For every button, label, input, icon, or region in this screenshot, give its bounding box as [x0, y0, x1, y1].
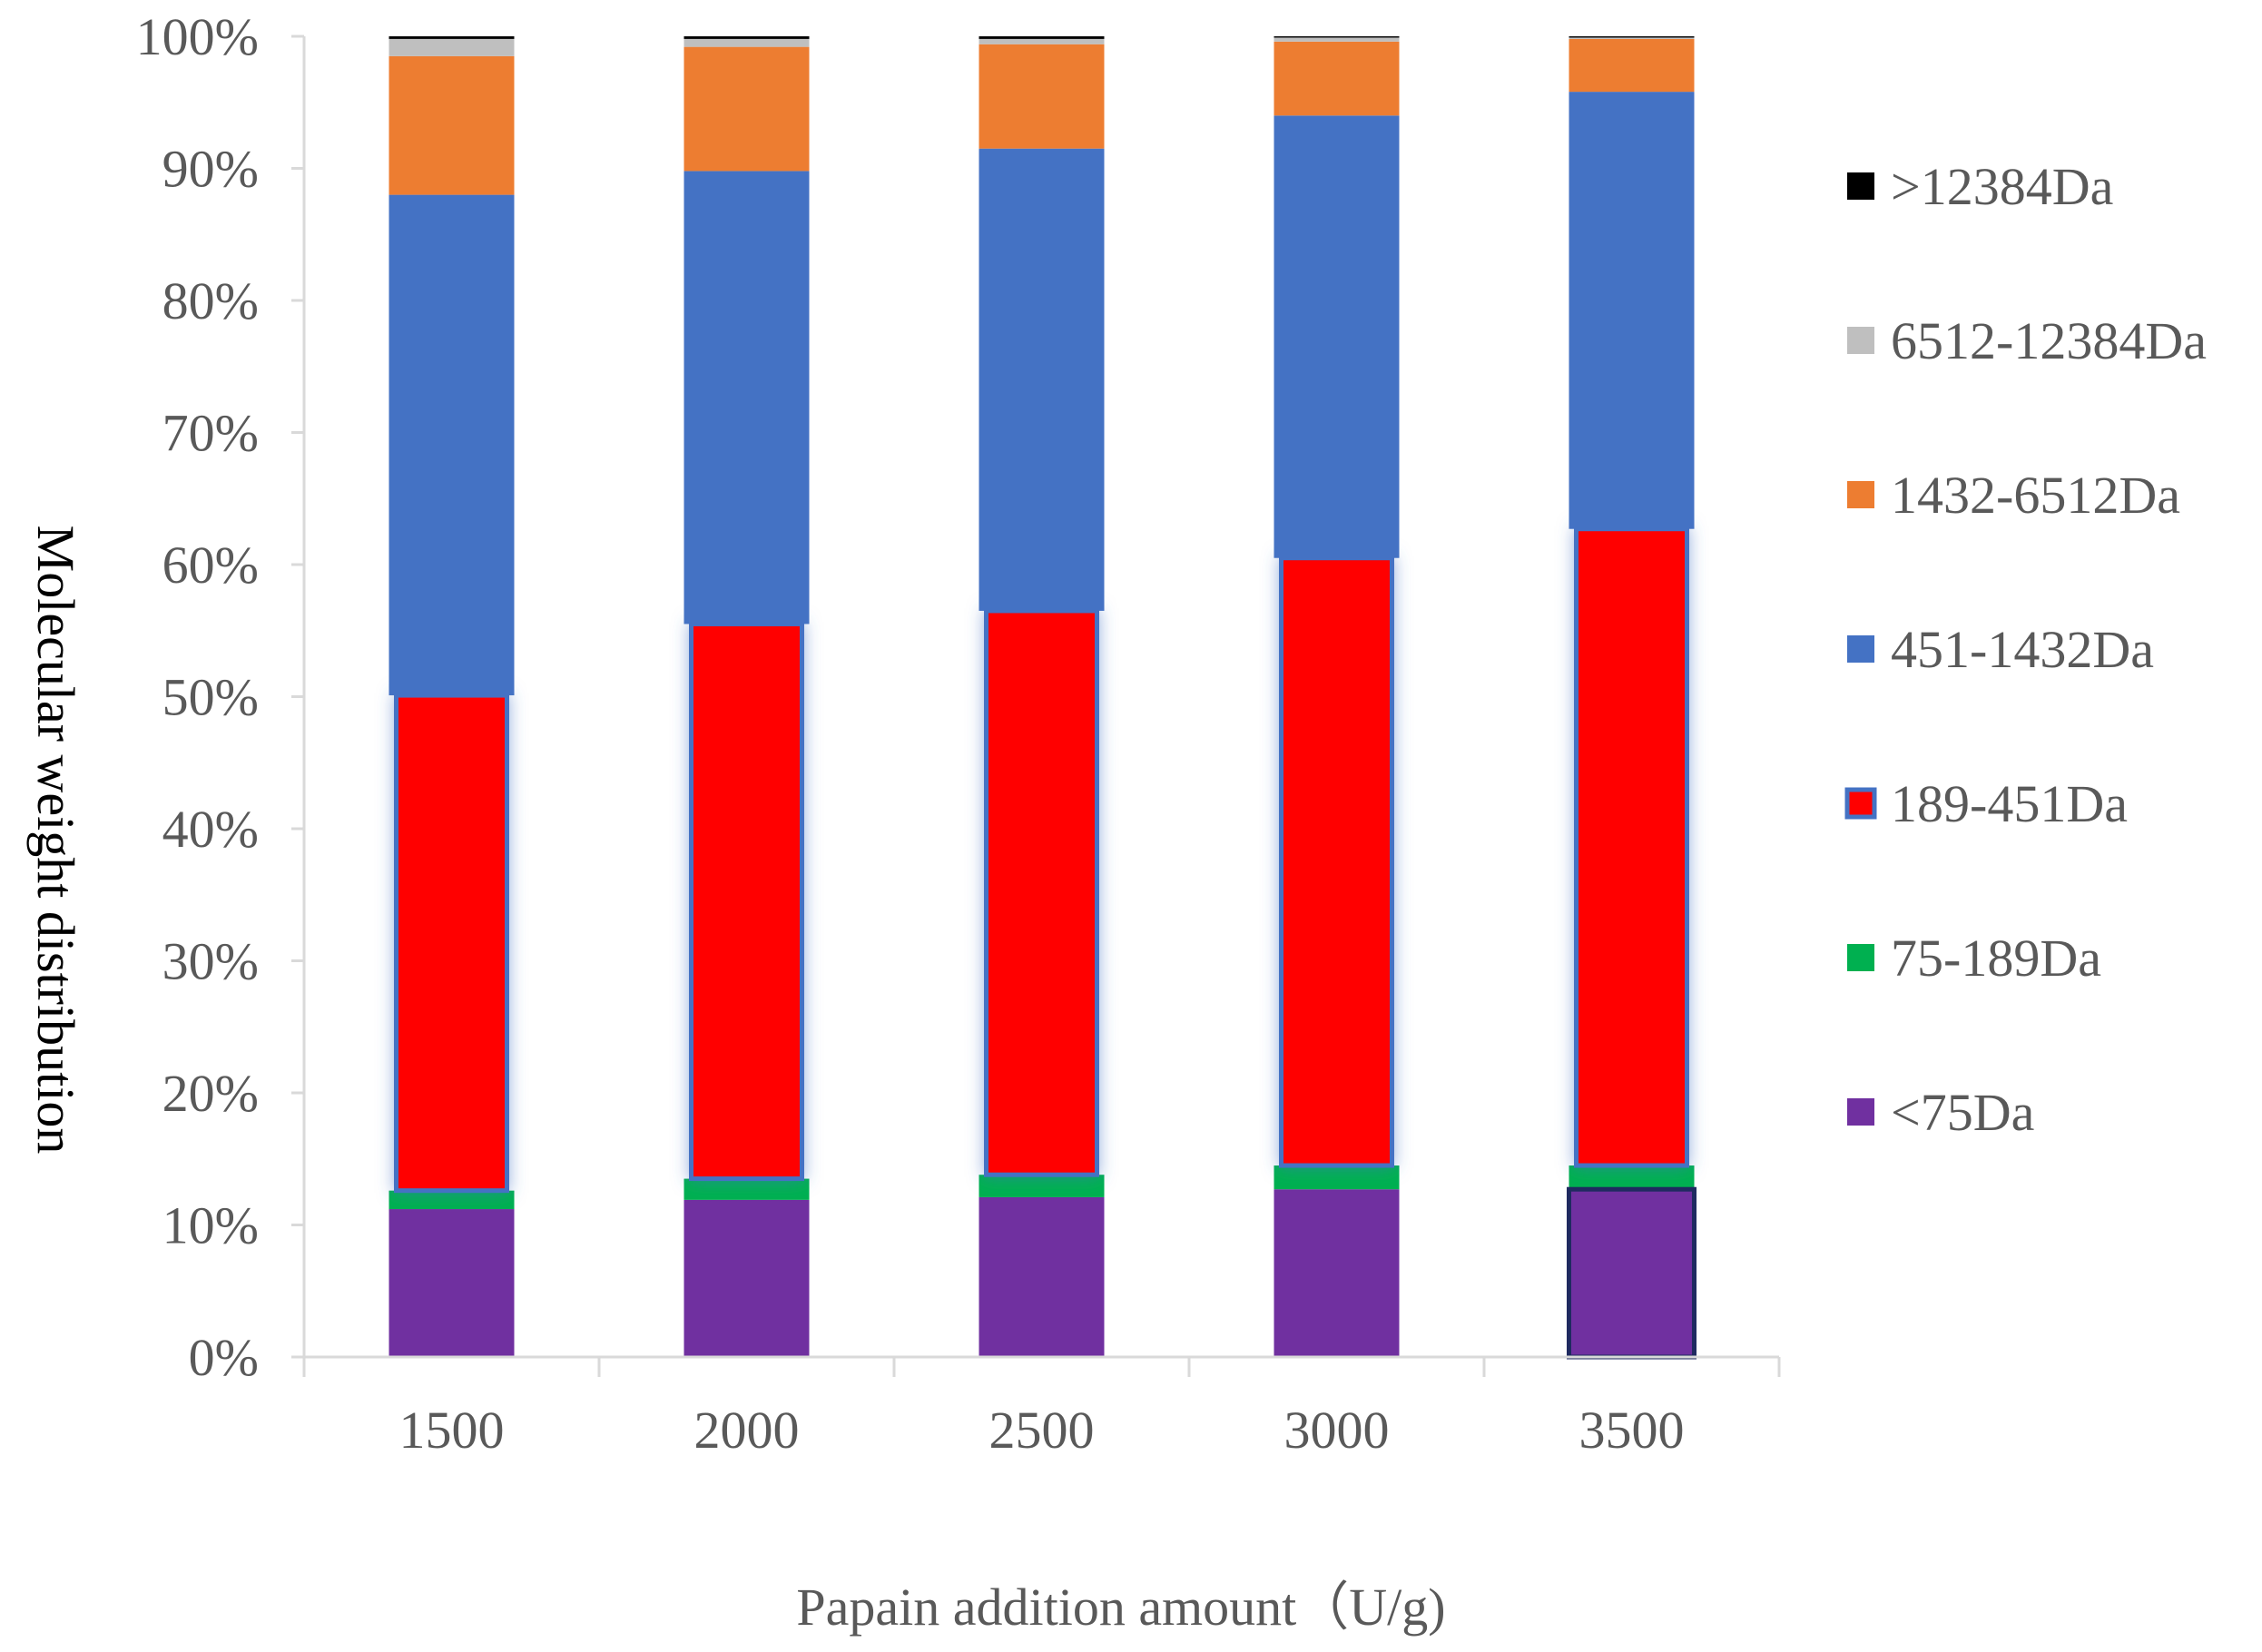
- legend-item: 1432-6512Da: [1847, 466, 2180, 525]
- bar-segment-451-1432Da: [684, 171, 810, 624]
- y-tick-label: 10%: [162, 1196, 259, 1255]
- bar-stack-2500: [979, 36, 1105, 1357]
- legend-swatch: [1847, 635, 1874, 663]
- legend: >12384Da 6512-12384Da 1432-6512Da 451-1432D…: [1844, 157, 2207, 1142]
- x-axis-title: Papain addition amount（U/g): [796, 1578, 1445, 1637]
- legend-item: 189-451Da: [1844, 774, 2128, 833]
- bar-segment-75-189Da: [1274, 1165, 1400, 1190]
- bar-segment-189-451Da: [394, 693, 509, 1194]
- bar-segment-1432-6512Da: [388, 55, 515, 195]
- legend-swatch: [1844, 787, 1877, 820]
- bar-segment-75-189Da: [684, 1178, 810, 1200]
- bar-segment-6512-12384Da: [684, 38, 810, 47]
- y-axis-ticks: 0% 10% 20% 30% 40% 50% 60% 70% 80% 90% 100%: [136, 7, 304, 1387]
- legend-swatch: [1847, 1098, 1874, 1126]
- bar-segment-6512-12384Da: [979, 38, 1105, 44]
- x-axis-ticks: 1500 2000 2500 3000 3500: [302, 1357, 1781, 1460]
- bar-segment--75Da: [1274, 1189, 1400, 1357]
- legend-item: >12384Da: [1847, 157, 2113, 216]
- y-tick-label: 50%: [162, 668, 259, 727]
- x-tick-label: 2000: [694, 1401, 800, 1460]
- bar-segment-451-1432Da: [1274, 115, 1400, 558]
- legend-label: 1432-6512Da: [1891, 466, 2180, 525]
- bar-segment-451-1432Da: [979, 148, 1105, 611]
- bar-segment-1432-6512Da: [1569, 38, 1695, 93]
- bar-stack-3500: [1569, 36, 1695, 1357]
- y-tick-label: 30%: [162, 932, 259, 991]
- y-tick-label: 90%: [162, 140, 259, 199]
- bar-segment-189-451Da: [1279, 556, 1394, 1168]
- legend-swatch: [1847, 172, 1874, 200]
- bar-segment--12384Da: [1274, 36, 1400, 38]
- bar-segment-75-189Da: [979, 1175, 1105, 1197]
- bars: [388, 36, 1696, 1360]
- bar-segment--12384Da: [684, 36, 810, 39]
- legend-item: <75Da: [1847, 1083, 2034, 1142]
- y-tick-label: 70%: [162, 404, 259, 463]
- bar-segment-189-451Da: [984, 608, 1099, 1177]
- bar-segment-1432-6512Da: [1274, 41, 1400, 116]
- bar-segment-1432-6512Da: [684, 46, 810, 172]
- legend-label: >12384Da: [1891, 157, 2113, 216]
- x-tick-label: 2500: [989, 1401, 1095, 1460]
- legend-swatch: [1847, 327, 1874, 354]
- bar-segment-6512-12384Da: [1274, 37, 1400, 42]
- y-tick-label: 40%: [162, 800, 259, 859]
- y-tick-label: 80%: [162, 271, 259, 330]
- bar-segment--75Da: [684, 1199, 810, 1357]
- y-tick-label: 60%: [162, 536, 259, 595]
- bar-segment-6512-12384Da: [388, 38, 515, 56]
- bar-segment--75Da: [979, 1196, 1105, 1357]
- legend-label: <75Da: [1891, 1083, 2034, 1142]
- bar-segment-75-189Da: [388, 1190, 515, 1210]
- bar-segment--75Da: [1569, 1189, 1695, 1357]
- bar-segment-189-451Da: [689, 621, 804, 1182]
- legend-label: 189-451Da: [1891, 774, 2128, 833]
- bar-segment-75-189Da: [1569, 1165, 1695, 1190]
- y-axis-title: Molecular weight distribution: [26, 526, 85, 1155]
- bar-segment--12384Da: [1569, 36, 1695, 38]
- bar-stack-3000: [1274, 36, 1400, 1357]
- bar-stack-2000: [684, 36, 810, 1357]
- bar-stack-1500: [388, 36, 515, 1357]
- legend-label: 451-1432Da: [1891, 620, 2154, 679]
- y-tick-label: 0%: [189, 1328, 259, 1387]
- y-tick-label: 100%: [136, 7, 259, 66]
- legend-swatch: [1847, 944, 1874, 971]
- bar-segment-451-1432Da: [388, 194, 515, 696]
- bar-segment--12384Da: [388, 36, 515, 39]
- legend-item: 75-189Da: [1847, 929, 2101, 988]
- y-tick-label: 20%: [162, 1064, 259, 1123]
- bar-segment-1432-6512Da: [979, 44, 1105, 149]
- legend-item: 6512-12384Da: [1847, 311, 2207, 370]
- bar-segment-189-451Da: [1574, 526, 1689, 1168]
- legend-label: 6512-12384Da: [1891, 311, 2207, 370]
- bar-segment--12384Da: [979, 36, 1105, 39]
- x-tick-label: 3500: [1579, 1401, 1685, 1460]
- bar-segment-451-1432Da: [1569, 92, 1695, 529]
- legend-swatch: [1847, 481, 1874, 508]
- x-tick-label: 1500: [399, 1401, 505, 1460]
- x-tick-label: 3000: [1284, 1401, 1390, 1460]
- bar-segment--75Da: [388, 1209, 515, 1357]
- legend-label: 75-189Da: [1891, 929, 2101, 988]
- legend-item: 451-1432Da: [1847, 620, 2154, 679]
- bar-segment-6512-12384Da: [1569, 37, 1695, 39]
